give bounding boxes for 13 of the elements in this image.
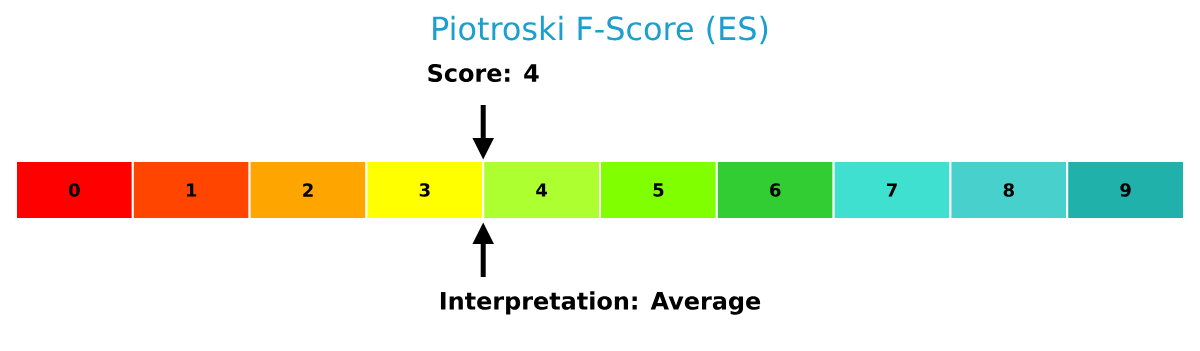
data-label: 1 xyxy=(187,183,197,197)
data-label: 0 xyxy=(69,183,80,197)
chart-title: Piotroski F-Score (ES) xyxy=(433,15,768,45)
data-label: 8 xyxy=(1003,183,1014,197)
data-label: 5 xyxy=(653,183,664,197)
data-label: 4 xyxy=(536,183,548,197)
text: Score: 4 xyxy=(428,63,539,83)
data-label: 7 xyxy=(886,183,897,197)
data-label: 3 xyxy=(419,183,430,197)
text: Interpretation: Average xyxy=(440,291,761,315)
data-label: 6 xyxy=(770,183,781,197)
data-label: 2 xyxy=(303,183,313,197)
data-label: 9 xyxy=(1120,183,1131,197)
